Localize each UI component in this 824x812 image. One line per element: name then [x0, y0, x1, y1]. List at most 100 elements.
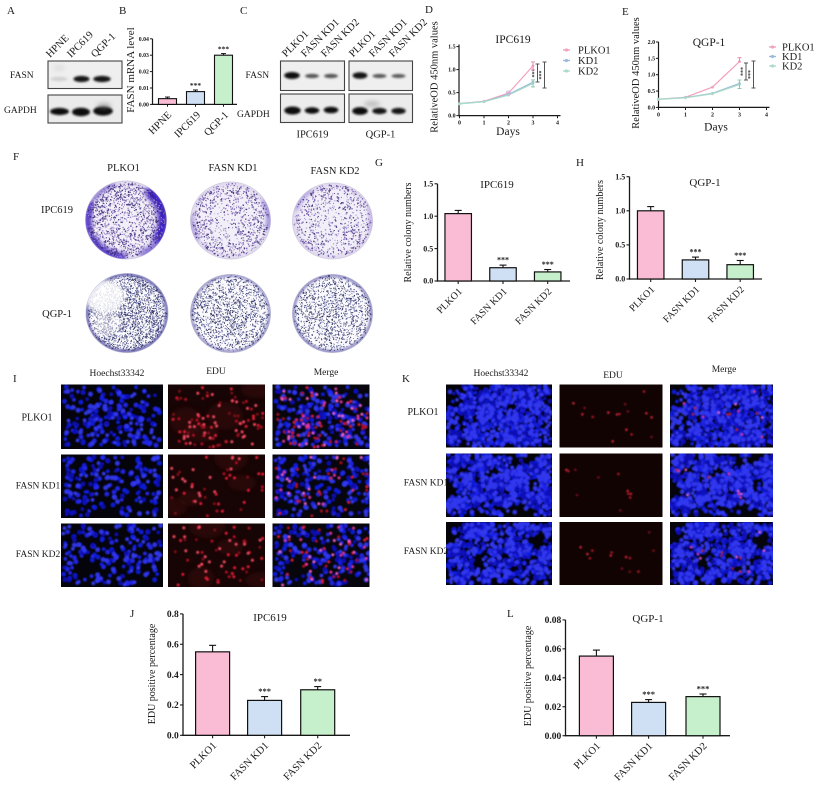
svg-text:0.0: 0.0: [423, 277, 433, 286]
svg-text:0: 0: [458, 121, 461, 127]
svg-text:0.02: 0.02: [139, 70, 149, 76]
svg-text:1.5: 1.5: [615, 172, 625, 181]
svg-text:A: A: [7, 5, 15, 17]
svg-text:J: J: [130, 608, 135, 620]
svg-text:***: ***: [741, 67, 747, 76]
svg-text:0.5: 0.5: [448, 91, 456, 97]
svg-text:0.04: 0.04: [545, 674, 562, 684]
svg-text:0.5: 0.5: [423, 244, 433, 253]
svg-text:Merge: Merge: [314, 368, 339, 378]
svg-text:***: ***: [697, 684, 710, 694]
svg-text:0.03: 0.03: [139, 53, 149, 59]
svg-text:4: 4: [765, 112, 768, 118]
svg-text:KD1: KD1: [578, 56, 598, 67]
svg-text:Relative colony numbers: Relative colony numbers: [403, 182, 414, 282]
svg-text:**: **: [313, 676, 322, 686]
svg-text:F: F: [13, 151, 19, 163]
svg-text:0.4: 0.4: [167, 671, 179, 681]
svg-text:QGP-1: QGP-1: [689, 177, 720, 189]
svg-text:IPC619: IPC619: [296, 130, 328, 141]
svg-text:0.5: 0.5: [615, 241, 625, 250]
svg-text:FASN: FASN: [246, 71, 270, 81]
svg-text:RelativeOD 450nm values: RelativeOD 450nm values: [430, 21, 441, 132]
svg-text:KD2: KD2: [782, 62, 802, 73]
svg-text:0: 0: [657, 112, 660, 118]
svg-text:0.0: 0.0: [615, 275, 625, 284]
svg-text:FASN KD1: FASN KD1: [208, 163, 257, 174]
svg-text:***: ***: [748, 70, 754, 79]
svg-text:2: 2: [507, 121, 510, 127]
svg-text:RelativeOD 450nm values: RelativeOD 450nm values: [631, 17, 642, 128]
svg-text:1.5: 1.5: [423, 180, 433, 189]
svg-text:***: ***: [258, 686, 271, 696]
svg-text:EDU positive percentage: EDU positive percentage: [523, 625, 534, 726]
svg-text:1.0: 1.0: [648, 73, 656, 79]
svg-text:PLKO1: PLKO1: [107, 163, 140, 174]
svg-text:1: 1: [684, 112, 687, 118]
svg-text:QGP-1: QGP-1: [693, 37, 726, 49]
svg-text:3: 3: [738, 112, 741, 118]
svg-text:***: ***: [532, 69, 538, 78]
svg-text:IPC619: IPC619: [253, 612, 287, 624]
svg-text:2: 2: [711, 112, 714, 118]
svg-text:0.0: 0.0: [648, 105, 656, 111]
svg-text:***: ***: [539, 71, 545, 80]
svg-text:EDU: EDU: [206, 367, 226, 377]
svg-text:1.5: 1.5: [448, 45, 456, 51]
svg-text:Hoechst33342: Hoechst33342: [90, 369, 145, 379]
svg-text:C: C: [240, 5, 247, 17]
svg-text:Days: Days: [704, 122, 728, 134]
svg-text:PLKO1: PLKO1: [578, 46, 611, 57]
svg-text:***: ***: [497, 256, 509, 265]
svg-text:0.04: 0.04: [139, 37, 149, 43]
svg-text:1.0: 1.0: [423, 212, 433, 221]
svg-text:E: E: [622, 6, 629, 18]
svg-text:K: K: [402, 373, 410, 385]
svg-text:GAPDH: GAPDH: [4, 106, 37, 116]
svg-text:0.00: 0.00: [139, 102, 149, 108]
svg-text:0.0: 0.0: [448, 114, 456, 120]
svg-text:1.0: 1.0: [448, 68, 456, 74]
svg-text:KD1: KD1: [782, 52, 802, 63]
svg-text:FASN KD1: FASN KD1: [404, 479, 449, 489]
svg-text:0.01: 0.01: [139, 86, 149, 92]
svg-text:2.0: 2.0: [648, 40, 656, 46]
svg-text:0.5: 0.5: [648, 89, 656, 95]
svg-text:FASN: FASN: [10, 71, 34, 81]
svg-text:B: B: [119, 5, 126, 17]
svg-text:IPC619: IPC619: [480, 179, 514, 191]
svg-text:I: I: [13, 373, 17, 385]
svg-text:PLKO1: PLKO1: [21, 413, 52, 424]
svg-text:PLKO1: PLKO1: [782, 43, 815, 54]
svg-text:3: 3: [532, 121, 535, 127]
svg-text:***: ***: [690, 248, 702, 257]
svg-text:D: D: [425, 4, 433, 16]
svg-text:FASN KD2: FASN KD2: [404, 547, 449, 557]
svg-text:0.00: 0.00: [545, 732, 562, 742]
svg-text:EDU positive percentage: EDU positive percentage: [147, 623, 158, 724]
svg-text:FASN KD1: FASN KD1: [16, 482, 61, 492]
svg-text:1.0: 1.0: [615, 207, 625, 216]
svg-text:0.0: 0.0: [167, 732, 179, 742]
svg-text:***: ***: [734, 251, 746, 260]
svg-text:***: ***: [642, 689, 655, 699]
svg-text:FASN KD2: FASN KD2: [310, 166, 359, 177]
svg-text:0.06: 0.06: [545, 645, 562, 655]
svg-text:0.6: 0.6: [167, 640, 179, 650]
svg-text:FASN mRNA level: FASN mRNA level: [125, 27, 137, 112]
svg-text:Days: Days: [496, 126, 520, 138]
svg-text:1: 1: [483, 121, 486, 127]
svg-text:EDU: EDU: [603, 371, 623, 381]
svg-text:IPC619: IPC619: [495, 34, 530, 46]
svg-text:***: ***: [190, 81, 202, 90]
svg-text:4: 4: [556, 121, 559, 127]
svg-text:GAPDH: GAPDH: [237, 110, 270, 120]
svg-text:***: ***: [218, 45, 230, 54]
svg-text:H: H: [576, 157, 584, 169]
svg-text:FASN KD2: FASN KD2: [16, 550, 61, 560]
svg-text:1.5: 1.5: [648, 56, 656, 62]
svg-text:***: ***: [542, 260, 554, 269]
svg-text:G: G: [375, 157, 383, 169]
svg-text:0.08: 0.08: [545, 616, 562, 626]
svg-text:PLKO1: PLKO1: [407, 407, 438, 418]
